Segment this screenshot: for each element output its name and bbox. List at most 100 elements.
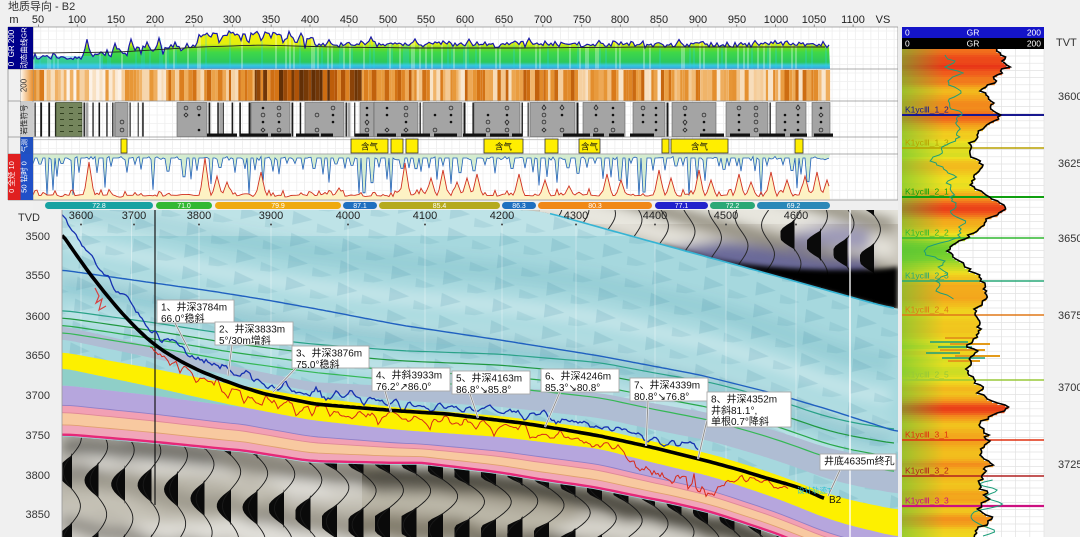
svg-text:4、井斜3933m: 4、井斜3933m: [376, 369, 442, 382]
svg-text:85.4: 85.4: [433, 203, 447, 210]
svg-text:350: 350: [262, 14, 280, 26]
svg-text:3900: 3900: [259, 210, 283, 222]
svg-text:K1ycⅢ_3_3: K1ycⅢ_3_3: [905, 496, 949, 506]
svg-text:1050: 1050: [802, 14, 826, 26]
svg-text:700: 700: [534, 14, 552, 26]
svg-text:4000: 4000: [336, 210, 360, 222]
svg-text:50: 50: [32, 14, 44, 26]
svg-text:1000: 1000: [764, 14, 788, 26]
svg-text:400: 400: [301, 14, 319, 26]
svg-text:87.1: 87.1: [353, 203, 367, 210]
svg-text:3750: 3750: [26, 430, 50, 442]
svg-text:4200: 4200: [490, 210, 514, 222]
svg-text:72.8: 72.8: [92, 203, 106, 210]
svg-text:GR: GR: [967, 39, 980, 49]
svg-text:设计轨迹T: 设计轨迹T: [797, 485, 832, 495]
svg-text:3650: 3650: [1058, 233, 1080, 245]
svg-text:1、井深3784m: 1、井深3784m: [161, 301, 227, 314]
svg-text:含气: 含气: [361, 142, 379, 152]
svg-text:800: 800: [611, 14, 629, 26]
svg-text:3725: 3725: [1058, 459, 1080, 471]
svg-text:86.8°↘85.8°: 86.8°↘85.8°: [456, 385, 511, 396]
svg-text:K1ycⅢ_2_5: K1ycⅢ_2_5: [905, 370, 949, 380]
svg-text:71.0: 71.0: [177, 203, 191, 210]
svg-text:80.8°↘76.8°: 80.8°↘76.8°: [634, 392, 689, 403]
svg-text:3700: 3700: [122, 210, 146, 222]
svg-text:1100: 1100: [841, 14, 865, 26]
svg-text:100: 100: [68, 14, 86, 26]
svg-text:500: 500: [379, 14, 397, 26]
svg-text:K1ycⅢ_2_2: K1ycⅢ_2_2: [905, 228, 949, 238]
svg-text:4300: 4300: [564, 210, 588, 222]
svg-text:岩性符号: 岩性符号: [19, 105, 29, 135]
svg-text:250: 250: [185, 14, 203, 26]
svg-text:4500: 4500: [714, 210, 738, 222]
svg-text:3800: 3800: [187, 210, 211, 222]
svg-text:550: 550: [417, 14, 435, 26]
svg-text:3650: 3650: [26, 350, 50, 362]
svg-text:750: 750: [573, 14, 591, 26]
svg-text:77.1: 77.1: [675, 203, 689, 210]
svg-text:井底4635m终孔: 井底4635m终孔: [824, 455, 895, 468]
svg-text:80.3: 80.3: [588, 203, 602, 210]
svg-text:TVD: TVD: [18, 212, 40, 224]
svg-text:TVT: TVT: [1056, 37, 1077, 49]
svg-text:69.2: 69.2: [787, 203, 801, 210]
svg-text:井斜81.1°,: 井斜81.1°,: [711, 404, 757, 417]
svg-text:0: 0: [905, 28, 910, 38]
svg-text:K1ycⅢ_2_1: K1ycⅢ_2_1: [905, 187, 949, 197]
svg-text:200: 200: [146, 14, 164, 26]
svg-text:3、井深3876m: 3、井深3876m: [296, 347, 362, 360]
svg-text:200: 200: [1027, 28, 1041, 38]
svg-text:动态曲线GR: 动态曲线GR: [19, 27, 29, 69]
svg-text:6、井深4246m: 6、井深4246m: [545, 370, 611, 383]
svg-text:3600: 3600: [1058, 91, 1080, 103]
svg-text:72.2: 72.2: [726, 203, 740, 210]
svg-text:K1ycⅢ_3_2: K1ycⅢ_3_2: [905, 466, 949, 476]
svg-text:3800: 3800: [26, 470, 50, 482]
svg-text:79.9: 79.9: [271, 203, 285, 210]
svg-text:600: 600: [456, 14, 474, 26]
svg-text:B2: B2: [829, 495, 842, 506]
svg-text:3700: 3700: [1058, 382, 1080, 394]
svg-text:150: 150: [107, 14, 125, 26]
svg-text:8、井深4352m: 8、井深4352m: [711, 393, 777, 406]
svg-text:气测: 气测: [20, 139, 29, 153]
svg-text:地质导向 - B2: 地质导向 - B2: [8, 0, 75, 13]
svg-text:4600: 4600: [784, 210, 808, 222]
svg-text:单根0.7°降斜: 单根0.7°降斜: [711, 415, 769, 428]
svg-text:K1ycⅢ_1_3: K1ycⅢ_1_3: [905, 138, 949, 148]
svg-text:0 全烃 10: 0 全烃 10: [6, 161, 16, 193]
svg-text:K1ycⅢ_2_3: K1ycⅢ_2_3: [905, 271, 949, 281]
svg-text:0 GR 200: 0 GR 200: [7, 29, 16, 66]
svg-text:3500: 3500: [26, 231, 50, 243]
svg-text:3600: 3600: [26, 311, 50, 323]
svg-text:4400: 4400: [643, 210, 667, 222]
svg-text:2、井深3833m: 2、井深3833m: [219, 323, 285, 336]
svg-text:75.0°稳斜: 75.0°稳斜: [296, 358, 339, 371]
svg-text:0: 0: [905, 39, 910, 49]
svg-text:3850: 3850: [26, 509, 50, 521]
svg-text:86.3: 86.3: [512, 203, 526, 210]
svg-text:m: m: [9, 14, 18, 26]
svg-text:85.3°↘80.8°: 85.3°↘80.8°: [545, 383, 600, 394]
svg-text:K1ycⅢ_2_4: K1ycⅢ_2_4: [905, 305, 949, 315]
svg-text:含气: 含气: [581, 142, 599, 152]
svg-text:K1ycⅢ_3_1: K1ycⅢ_3_1: [905, 430, 949, 440]
svg-text:3700: 3700: [26, 390, 50, 402]
svg-text:5、井深4163m: 5、井深4163m: [456, 372, 522, 385]
svg-text:含气: 含气: [691, 142, 709, 152]
svg-text:76.2°↗86.0°: 76.2°↗86.0°: [376, 382, 431, 393]
svg-text:3550: 3550: [26, 270, 50, 282]
svg-text:含气: 含气: [495, 142, 513, 152]
svg-text:5°/30m增斜: 5°/30m增斜: [219, 334, 271, 347]
svg-text:950: 950: [728, 14, 746, 26]
svg-text:VS: VS: [876, 14, 891, 26]
svg-text:K1ycⅢ_1_2: K1ycⅢ_1_2: [905, 105, 949, 115]
svg-text:3625: 3625: [1058, 158, 1080, 170]
svg-text:GR: GR: [967, 28, 980, 38]
svg-text:3675: 3675: [1058, 310, 1080, 322]
svg-text:200: 200: [1027, 39, 1041, 49]
svg-text:850: 850: [650, 14, 668, 26]
svg-text:650: 650: [495, 14, 513, 26]
